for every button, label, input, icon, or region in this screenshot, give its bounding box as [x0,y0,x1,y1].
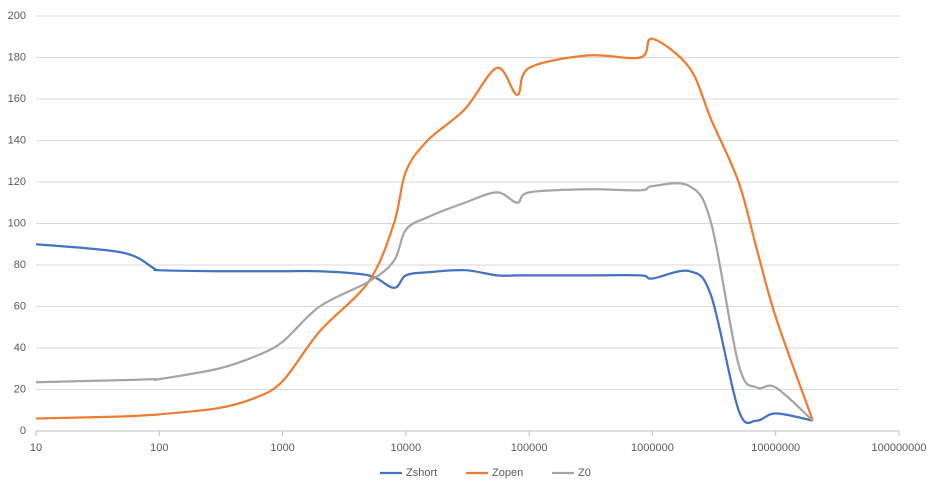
series-line [35,243,814,425]
x-tick-label: 10000000 [751,442,800,454]
y-tick-label: 160 [8,93,26,105]
x-tick-label: 10000 [391,442,422,454]
y-tick-label: 0 [20,425,26,437]
y-tick-label: 60 [14,300,26,312]
y-tick-label: 40 [14,342,26,354]
x-tick-label: 1000 [270,442,294,454]
y-tick-label: 120 [8,176,26,188]
legend-label: Zshort [406,467,437,479]
y-tick-label: 140 [8,134,26,146]
series-line [35,37,814,422]
x-tick-label: 1000000 [631,442,674,454]
legend-label: Z0 [578,467,591,479]
series-line [35,182,814,422]
y-tick-label: 100 [8,217,26,229]
x-tick-label: 10 [30,442,42,454]
x-tick-label: 100000000 [871,442,926,454]
y-tick-label: 80 [14,259,26,271]
y-tick-label: 200 [8,10,26,22]
y-tick-label: 20 [14,383,26,395]
legend-label: Zopen [492,467,523,479]
x-tick-label: 100000 [511,442,548,454]
x-tick-label: 100 [150,442,168,454]
y-tick-label: 180 [8,51,26,63]
